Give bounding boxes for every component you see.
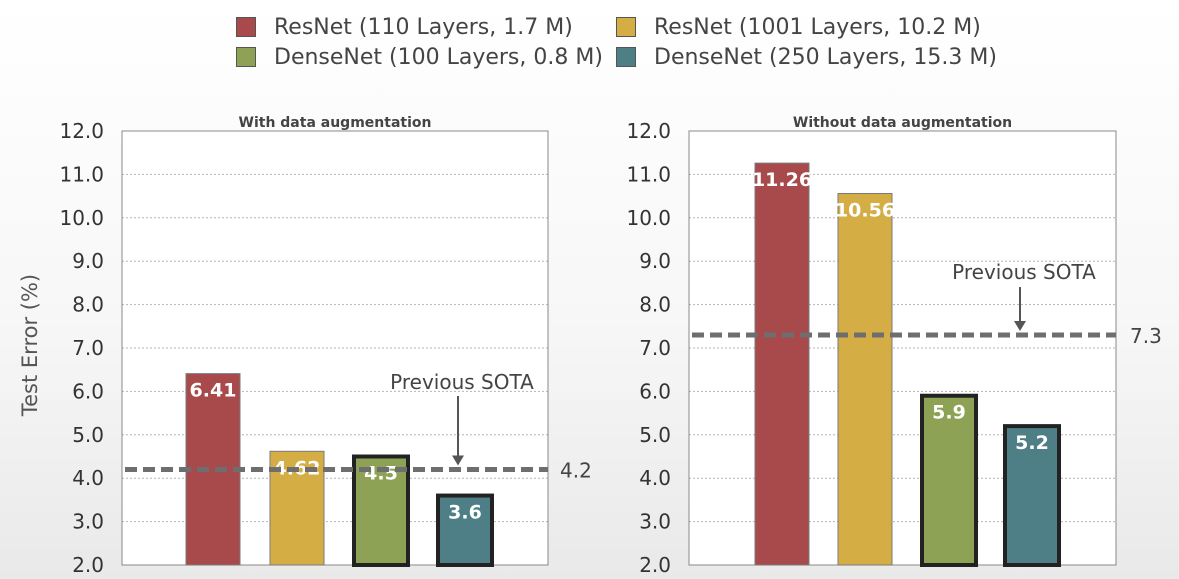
bar — [352, 454, 410, 567]
panel-title: With data augmentation — [239, 115, 432, 131]
legend-item-densenet-250: DenseNet (250 Layers, 15.3 M) — [616, 42, 997, 72]
legend-swatch-resnet-1001 — [616, 17, 636, 37]
legend-item-resnet-1001: ResNet (1001 Layers, 10.2 M) — [616, 12, 981, 42]
y-tick-label: 7.0 — [72, 336, 104, 360]
y-tick-label: 2.0 — [639, 553, 671, 577]
legend-label-resnet-110: ResNet (110 Layers, 1.7 M) — [274, 14, 573, 40]
legend-label-densenet-100: DenseNet (100 Layers, 0.8 M) — [274, 44, 603, 70]
panel-title: Without data augmentation — [793, 115, 1012, 131]
y-tick-label: 6.0 — [72, 379, 104, 403]
legend-swatch-densenet-250 — [616, 47, 636, 67]
data-label: 5.9 — [932, 402, 966, 424]
y-tick-label: 10.0 — [59, 206, 104, 230]
reference-value-label: 7.3 — [1130, 324, 1162, 348]
legend: ResNet (110 Layers, 1.7 M) ResNet (1001 … — [0, 0, 1179, 80]
y-tick-label: 12.0 — [626, 119, 671, 143]
y-tick-label: 7.0 — [639, 336, 671, 360]
y-tick-label: 8.0 — [639, 293, 671, 317]
plot-frame — [121, 130, 549, 566]
data-label: 4.5 — [364, 463, 398, 485]
data-label: 10.56 — [835, 199, 895, 221]
y-tick-label: 4.0 — [639, 466, 671, 490]
bar — [754, 162, 810, 566]
y-tick-label: 3.0 — [639, 510, 671, 534]
legend-item-resnet-110: ResNet (110 Layers, 1.7 M) — [236, 12, 573, 42]
y-tick-label: 11.0 — [626, 162, 671, 186]
legend-label-resnet-1001: ResNet (1001 Layers, 10.2 M) — [654, 14, 981, 40]
y-tick-label: 12.0 — [59, 119, 104, 143]
y-tick-label: 5.0 — [639, 423, 671, 447]
annotation-arrowhead — [1014, 320, 1026, 331]
legend-label-densenet-250: DenseNet (250 Layers, 15.3 M) — [654, 44, 997, 70]
bar — [920, 393, 978, 567]
annotation-text: Previous SOTA — [952, 260, 1096, 284]
y-tick-label: 11.0 — [59, 162, 104, 186]
annotation-arrowhead — [452, 455, 464, 466]
y-tick-label: 6.0 — [639, 379, 671, 403]
legend-item-densenet-100: DenseNet (100 Layers, 0.8 M) — [236, 42, 603, 72]
annotation-text: Previous SOTA — [390, 370, 534, 394]
y-tick-label: 2.0 — [72, 553, 104, 577]
bar — [1003, 424, 1061, 567]
reference-value-label: 4.2 — [560, 459, 592, 483]
data-label: 5.2 — [1015, 432, 1049, 454]
bar — [837, 192, 893, 566]
bar — [185, 373, 241, 566]
legend-swatch-densenet-100 — [236, 47, 256, 67]
y-tick-label: 10.0 — [626, 206, 671, 230]
bar — [436, 493, 494, 567]
legend-swatch-resnet-110 — [236, 17, 256, 37]
y-tick-label: 9.0 — [639, 249, 671, 273]
y-tick-label: 4.0 — [72, 466, 104, 490]
data-label: 11.26 — [752, 169, 812, 191]
data-label: 3.6 — [448, 502, 482, 524]
y-tick-label: 8.0 — [72, 293, 104, 317]
data-label: 6.41 — [190, 380, 237, 402]
plot-frame — [688, 130, 1117, 566]
y-tick-label: 3.0 — [72, 510, 104, 534]
y-tick-label: 9.0 — [72, 249, 104, 273]
y-tick-label: 5.0 — [72, 423, 104, 447]
